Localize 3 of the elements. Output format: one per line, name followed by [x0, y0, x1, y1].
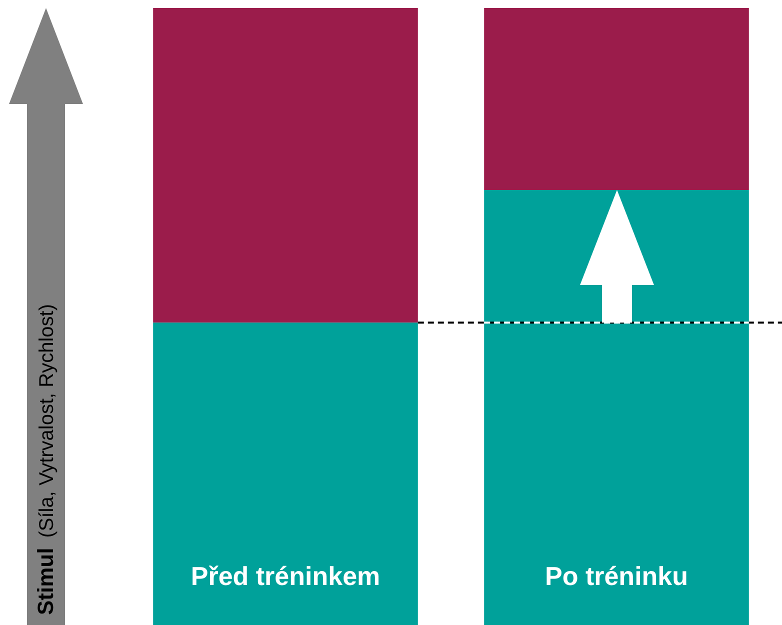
x-tick-label: Před tréninkem — [190, 561, 380, 592]
x-tick-label: Po tréninku — [544, 561, 688, 592]
y-axis-title: Stimul (Síla, Vytrvalost, Rychlost) — [33, 304, 58, 615]
